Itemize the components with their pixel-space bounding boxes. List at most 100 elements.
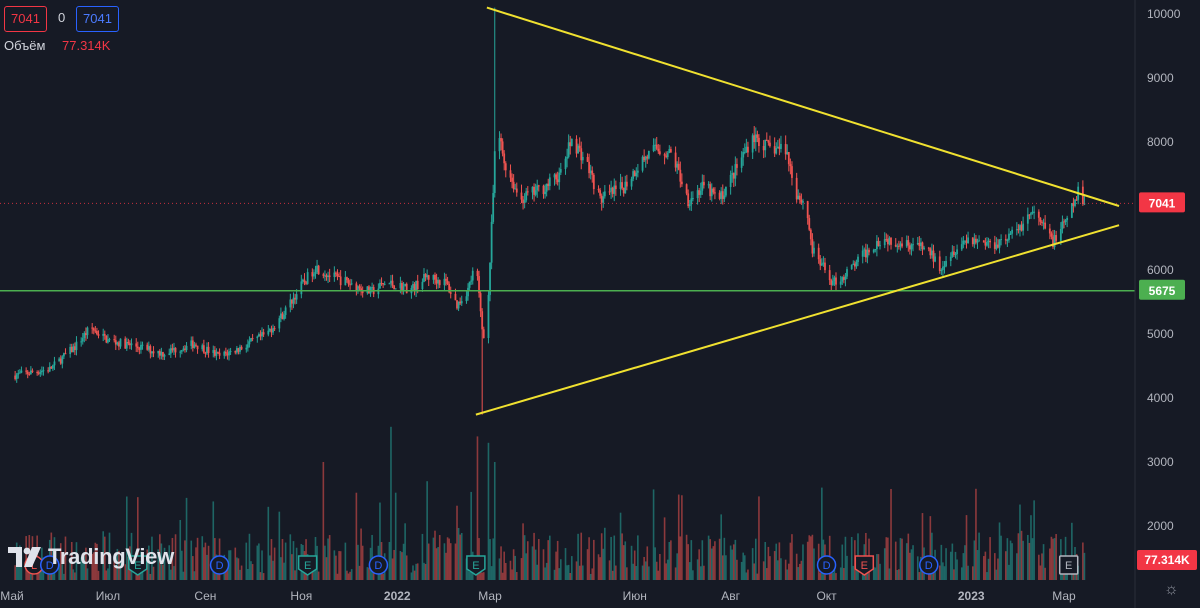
candle-body xyxy=(975,238,977,243)
candle-body xyxy=(841,277,844,282)
volume-bar xyxy=(666,559,669,580)
candle-body xyxy=(965,240,968,244)
volume-bar xyxy=(250,561,252,580)
candle-body xyxy=(42,370,45,372)
candle-body xyxy=(1039,217,1042,222)
settings-gear-icon[interactable]: ☼ xyxy=(1164,581,1179,598)
volume-bar xyxy=(509,560,512,580)
candle-body xyxy=(696,190,699,199)
volume-bar xyxy=(1020,530,1023,580)
candle-body xyxy=(879,245,881,247)
volume-bar xyxy=(501,572,504,580)
candle-body xyxy=(658,151,661,155)
candle-body xyxy=(743,152,746,154)
volume-bar xyxy=(498,558,501,580)
candle-body xyxy=(140,344,142,350)
volume-bar xyxy=(258,543,260,580)
candle-body xyxy=(888,237,891,245)
volume-bar xyxy=(247,568,249,580)
volume-bar xyxy=(894,541,897,580)
candle-body xyxy=(64,353,67,355)
volume-bar xyxy=(940,544,943,580)
volume-bar xyxy=(929,516,932,580)
candle-body xyxy=(476,270,479,277)
candle-body xyxy=(905,240,908,247)
candle-body xyxy=(213,350,216,356)
candle-body xyxy=(149,346,152,354)
volume-bar xyxy=(613,535,616,580)
candle-body xyxy=(512,181,515,190)
volume-bar xyxy=(1033,500,1035,580)
candle-body xyxy=(272,328,274,333)
candle-body xyxy=(481,311,484,330)
candles-layer xyxy=(14,7,1086,415)
candle-body xyxy=(223,351,226,356)
volume-bar xyxy=(643,556,645,580)
candle-body xyxy=(764,139,767,151)
event-marker-D xyxy=(209,555,230,575)
candle-body xyxy=(457,301,460,309)
volume-bar xyxy=(203,547,205,580)
candle-body xyxy=(874,249,877,251)
volume-bar xyxy=(945,548,947,580)
volume-bar xyxy=(159,534,161,580)
candle-body xyxy=(390,280,392,284)
time-tick-label: Окт xyxy=(816,589,837,603)
candle-body xyxy=(962,240,965,245)
volume-bar xyxy=(448,538,450,580)
candle-body xyxy=(313,273,315,277)
candle-body xyxy=(863,249,866,251)
volume-bar xyxy=(775,543,778,580)
volume-bar xyxy=(956,559,958,580)
candle-body xyxy=(358,286,361,289)
candle-body xyxy=(130,343,133,346)
volume-bar xyxy=(338,551,340,580)
candle-body xyxy=(336,273,339,277)
volume-bar xyxy=(725,555,727,580)
volume-bar xyxy=(976,550,979,580)
volume-bar xyxy=(593,539,595,580)
volume-bar xyxy=(604,527,606,580)
candle-body xyxy=(578,145,581,149)
tradingview-logo[interactable]: TradingView xyxy=(8,544,174,570)
volume-bar xyxy=(784,559,787,580)
candle-body xyxy=(723,195,726,199)
candle-body xyxy=(388,283,391,285)
candle-body xyxy=(853,263,856,267)
volume-bar xyxy=(347,573,350,580)
volume-bar xyxy=(1017,533,1020,580)
candle-body xyxy=(721,191,724,199)
candle-body xyxy=(1011,229,1014,234)
candle-body xyxy=(685,184,688,194)
candle-body xyxy=(813,247,815,254)
candle-body xyxy=(391,280,394,286)
candle-body xyxy=(339,276,342,286)
volume-bar xyxy=(703,565,705,580)
candle-body xyxy=(791,166,793,178)
volume-bar xyxy=(1011,543,1013,580)
volume-bar xyxy=(545,562,548,580)
volume-bar xyxy=(245,542,248,580)
volume-bar xyxy=(388,541,391,580)
candle-body xyxy=(62,353,65,357)
candle-body xyxy=(503,153,506,164)
volume-bar xyxy=(846,555,848,580)
volume-bar xyxy=(1044,567,1046,580)
volume-bar xyxy=(349,571,351,580)
candle-body xyxy=(679,169,682,182)
candle-body xyxy=(971,237,974,245)
candle-body xyxy=(239,346,241,352)
volume-bar xyxy=(556,540,559,580)
candle-body xyxy=(283,314,285,320)
candle-body xyxy=(29,370,32,375)
volume-bar xyxy=(435,548,438,580)
candle-body xyxy=(129,343,131,346)
candle-body xyxy=(61,356,64,364)
volume-bar xyxy=(160,543,163,580)
volume-bar xyxy=(103,536,106,580)
volume-bar xyxy=(841,544,844,580)
volume-bar xyxy=(729,545,732,580)
candle-body xyxy=(229,351,232,353)
candle-body xyxy=(938,256,941,272)
